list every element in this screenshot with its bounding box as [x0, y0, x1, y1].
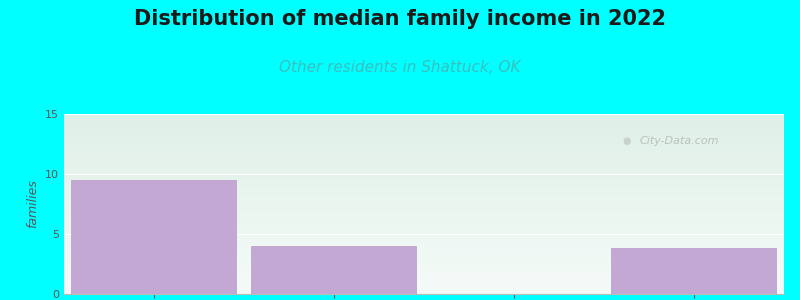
Y-axis label: families: families — [26, 180, 39, 228]
Text: City-Data.com: City-Data.com — [640, 136, 719, 146]
Text: Distribution of median family income in 2022: Distribution of median family income in … — [134, 9, 666, 29]
Bar — [611, 248, 777, 294]
Bar — [71, 180, 237, 294]
Text: ●: ● — [622, 136, 630, 146]
Bar — [251, 246, 417, 294]
Text: Other residents in Shattuck, OK: Other residents in Shattuck, OK — [279, 60, 521, 75]
